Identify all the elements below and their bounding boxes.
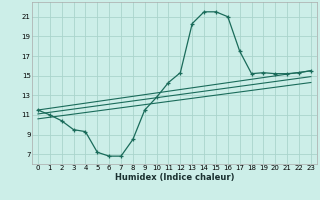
X-axis label: Humidex (Indice chaleur): Humidex (Indice chaleur) — [115, 173, 234, 182]
